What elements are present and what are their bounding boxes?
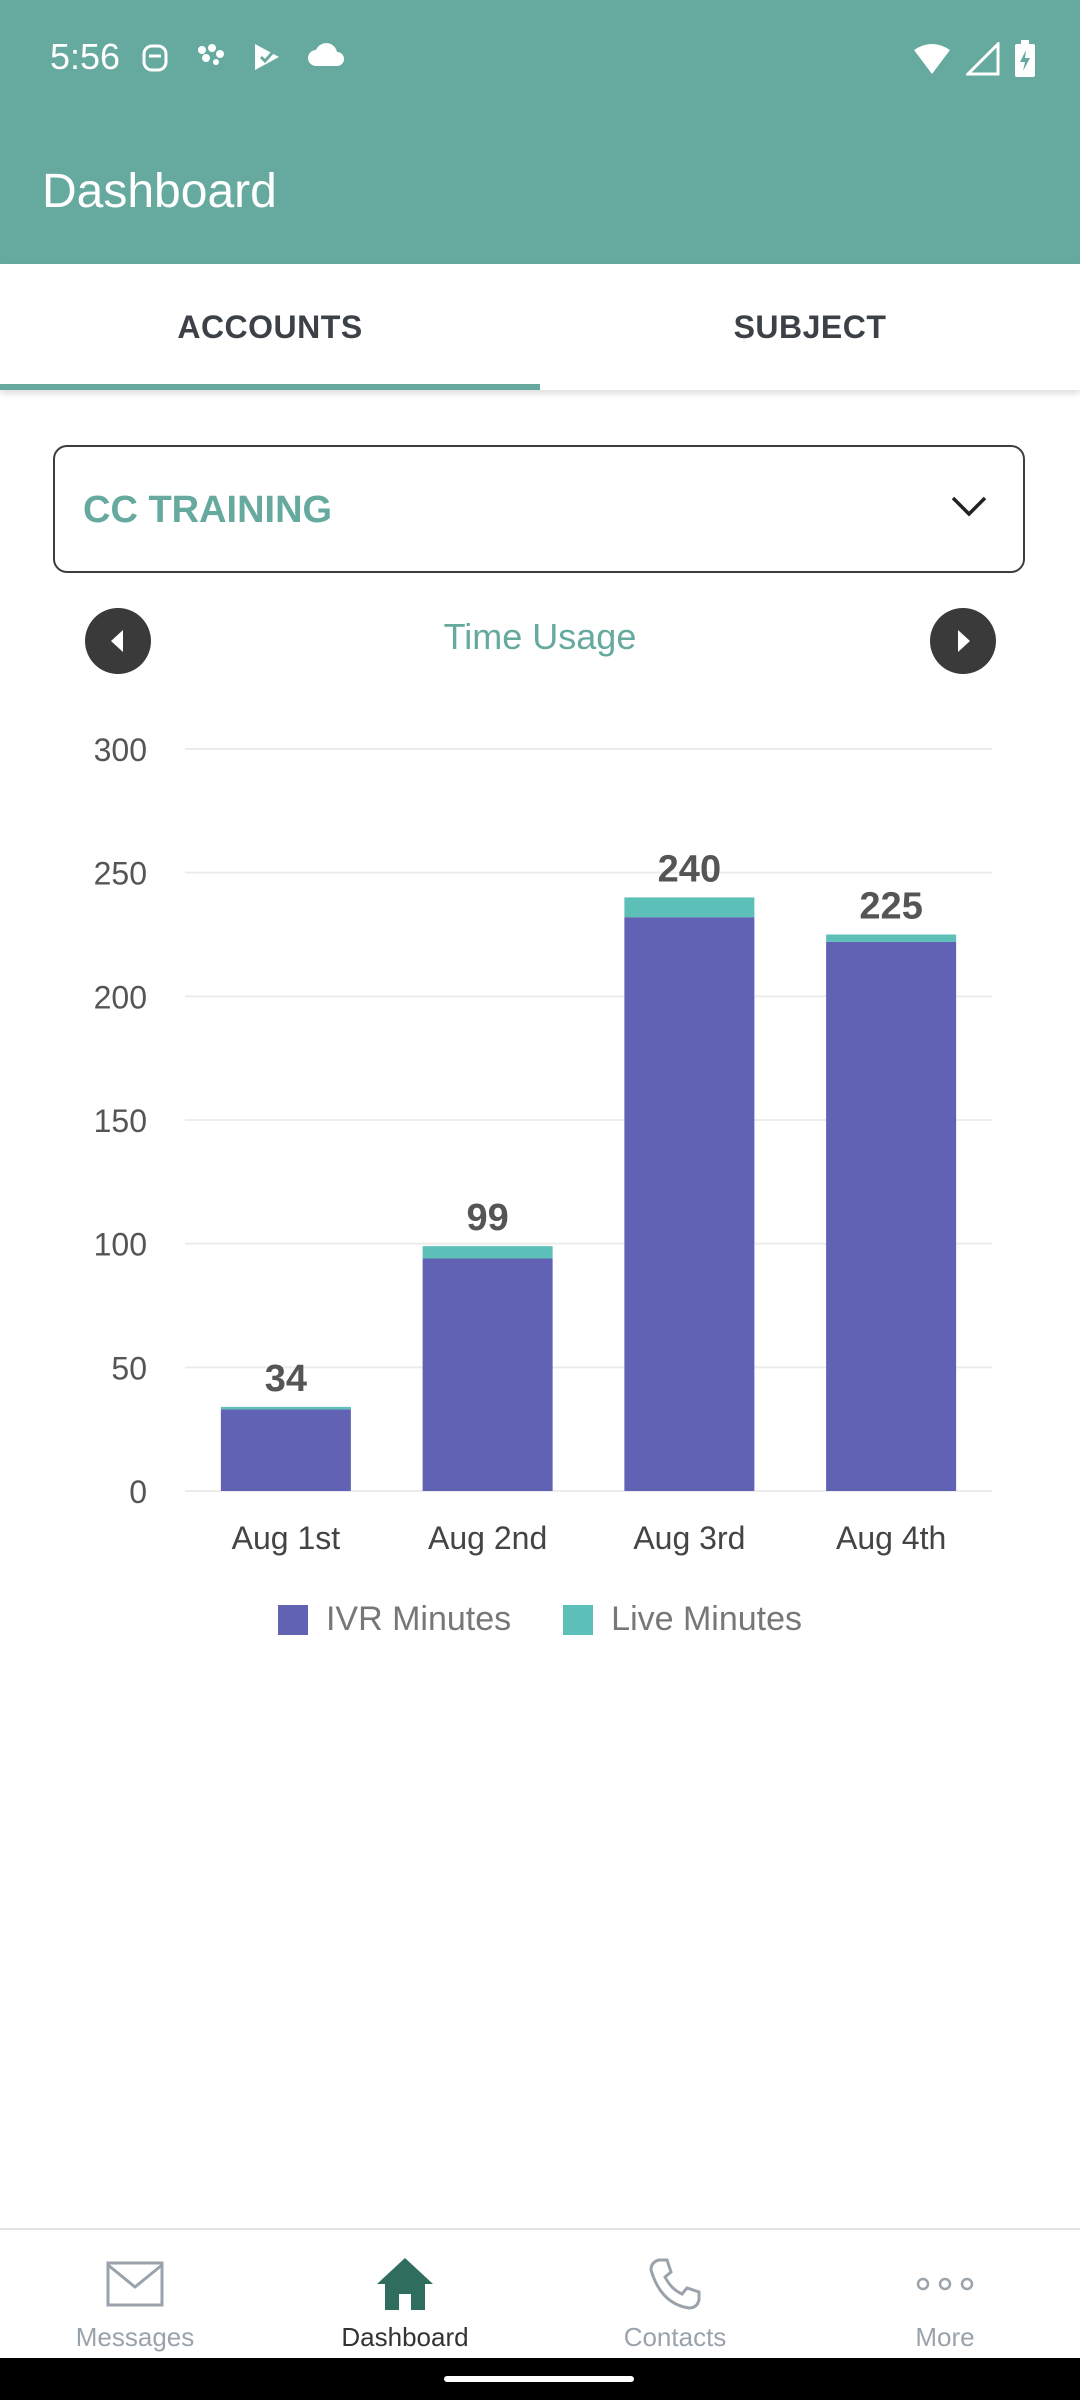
bar-total-label: 99	[466, 1197, 508, 1239]
tab-bar: ACCOUNTS SUBJECT	[0, 264, 1080, 390]
y-tick-label: 50	[111, 1350, 147, 1386]
home-gesture-handle[interactable]	[444, 2376, 634, 2382]
nav-item-more[interactable]: More	[810, 2230, 1080, 2360]
play-check-icon	[255, 44, 279, 70]
dropdown-value: CC TRAINING	[83, 489, 333, 531]
legend-item-live[interactable]: Live Minutes	[563, 1600, 802, 1639]
bar-ivr-minutes	[624, 917, 755, 1491]
nav-label-more: More	[915, 2322, 975, 2352]
x-tick-label: Aug 1st	[232, 1520, 341, 1556]
mail-icon	[106, 2261, 164, 2307]
bar-live-minutes	[826, 934, 957, 942]
nav-item-messages[interactable]: Messages	[0, 2230, 270, 2360]
tab-indicator	[0, 384, 540, 390]
bar-ivr-minutes	[220, 1409, 351, 1491]
bottom-navigation: Messages Dashboard Contacts More	[0, 2228, 1080, 2360]
y-tick-label: 0	[129, 1474, 147, 1510]
bar-ivr-minutes	[826, 941, 957, 1491]
status-bar: 5:56	[0, 0, 1080, 118]
chart-legend: IVR Minutes Live Minutes	[0, 1600, 1080, 1639]
notification-icons	[140, 40, 346, 74]
bar-total-label: 225	[859, 886, 922, 928]
bar-live-minutes	[220, 1406, 351, 1410]
bar-live-minutes	[624, 897, 755, 918]
gesture-bar	[0, 2358, 1080, 2400]
y-tick-label: 300	[94, 732, 147, 768]
bar-total-label: 240	[658, 848, 721, 890]
next-chart-button[interactable]	[930, 608, 996, 674]
legend-label-live: Live Minutes	[611, 1600, 803, 1638]
legend-label-ivr: IVR Minutes	[325, 1600, 512, 1638]
account-dropdown[interactable]: CC TRAINING	[53, 445, 1025, 573]
y-tick-label: 150	[94, 1103, 147, 1139]
cloud-icon	[308, 43, 344, 66]
battery-charging-icon	[1015, 40, 1035, 77]
more-icon	[916, 2277, 974, 2291]
nav-label-contacts: Contacts	[623, 2322, 727, 2352]
bar-live-minutes	[422, 1246, 553, 1259]
signal-icon	[966, 42, 1000, 76]
tab-subject-label: SUBJECT	[733, 308, 887, 345]
legend-swatch-ivr	[277, 1604, 308, 1635]
time-usage-chart: 0 50 100 150 200 250 300 34 Aug 1st 99 Aug 2nd 240 A…	[94, 732, 992, 1556]
nav-label-dashboard: Dashboard	[341, 2322, 469, 2352]
x-tick-label: Aug 4th	[836, 1520, 946, 1556]
nav-item-contacts[interactable]: Contacts	[540, 2230, 810, 2360]
app-bar: Dashboard	[0, 118, 1080, 264]
page-title: Dashboard	[42, 165, 277, 218]
face-icon	[142, 44, 168, 72]
tab-accounts-label: ACCOUNTS	[177, 308, 363, 345]
x-tick-label: Aug 3rd	[633, 1520, 745, 1556]
tab-subject[interactable]: SUBJECT	[540, 264, 1080, 390]
bar-ivr-minutes	[422, 1258, 553, 1491]
home-icon	[377, 2258, 433, 2310]
y-tick-label: 100	[94, 1227, 147, 1263]
status-time: 5:56	[50, 36, 121, 77]
tab-accounts[interactable]: ACCOUNTS	[0, 264, 540, 390]
brain-icon	[198, 44, 224, 65]
x-tick-label: Aug 2nd	[428, 1520, 547, 1556]
y-tick-label: 200	[94, 979, 147, 1015]
wifi-icon	[914, 44, 950, 74]
phone-icon	[649, 2258, 701, 2310]
nav-item-dashboard[interactable]: Dashboard	[270, 2230, 540, 2360]
y-tick-label: 250	[94, 856, 147, 892]
chevron-left-icon	[111, 630, 123, 652]
system-icons	[912, 40, 1036, 78]
bar-total-label: 34	[265, 1358, 307, 1400]
chevron-right-icon	[958, 630, 970, 652]
legend-item-ivr[interactable]: IVR Minutes	[277, 1600, 512, 1639]
previous-chart-button[interactable]	[85, 608, 151, 674]
nav-label-messages: Messages	[75, 2322, 195, 2352]
chevron-down-icon	[951, 496, 987, 517]
chart-title: Time Usage	[443, 616, 637, 657]
legend-swatch-live	[563, 1604, 594, 1635]
